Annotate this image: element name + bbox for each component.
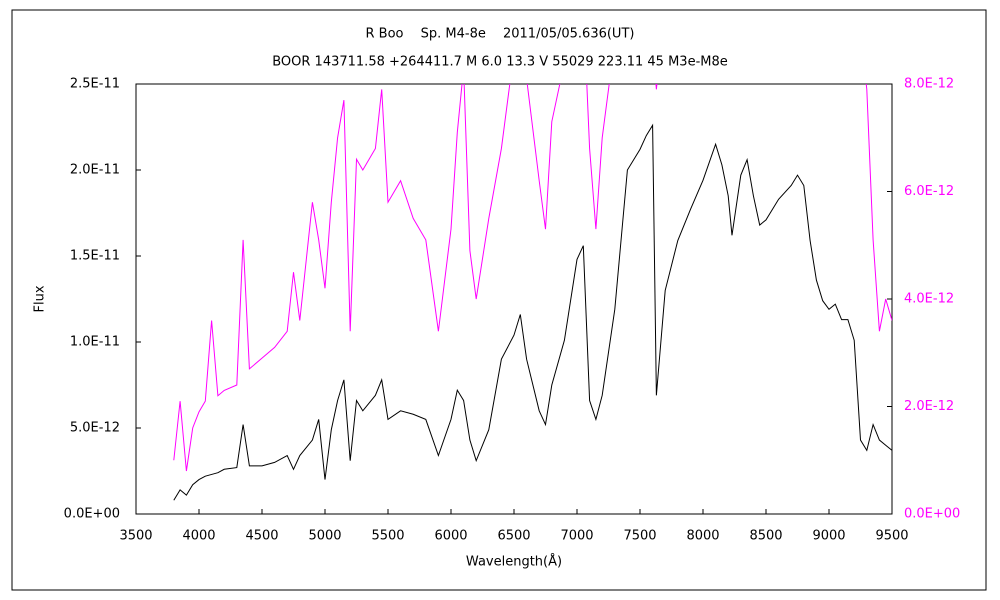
y-tick-label: 2.0E-11 [70,163,120,178]
y2-tick-label: 4.0E-12 [904,292,954,307]
x-tick-label: 7000 [560,529,593,544]
x-tick-label: 4500 [245,529,278,544]
x-tick-label: 3500 [119,529,152,544]
y2-tick-label: 6.0E-12 [904,184,954,199]
spectrum-line [173,84,892,472]
y2-tick-label: 2.0E-12 [904,399,954,414]
y2-tick-label: 0.0E+00 [904,507,960,522]
x-tick-label: 7500 [623,529,656,544]
y-tick-label: 0.0E+00 [64,507,120,522]
x-tick-label: 6500 [497,529,530,544]
y-tick-label: 1.5E-11 [70,249,120,264]
x-tick-label: 5500 [371,529,404,544]
x-tick-label: 8500 [749,529,782,544]
x-tick-label: 9000 [812,529,845,544]
y-tick-label: 2.5E-11 [70,77,120,92]
x-tick-label: 8000 [686,529,719,544]
y-tick-label: 1.0E-11 [70,335,120,350]
spectrum-line [173,123,892,501]
x-tick-label: 4000 [182,529,215,544]
chart-title: R Boo Sp. M4-8e 2011/05/05.636(UT) [366,27,635,42]
y2-tick-label: 8.0E-12 [904,77,954,92]
x-tick-label: 6000 [434,529,467,544]
x-tick-label: 5000 [308,529,341,544]
x-axis-label: Wavelength(Å) [466,554,562,570]
y-axis-label: Flux [33,285,48,312]
chart-subtitle: BOOR 143711.58 +264411.7 M 6.0 13.3 V 55… [272,55,728,70]
x-tick-label: 9500 [875,529,908,544]
y-tick-label: 5.0E-12 [70,421,120,436]
chart-frame [11,9,987,591]
